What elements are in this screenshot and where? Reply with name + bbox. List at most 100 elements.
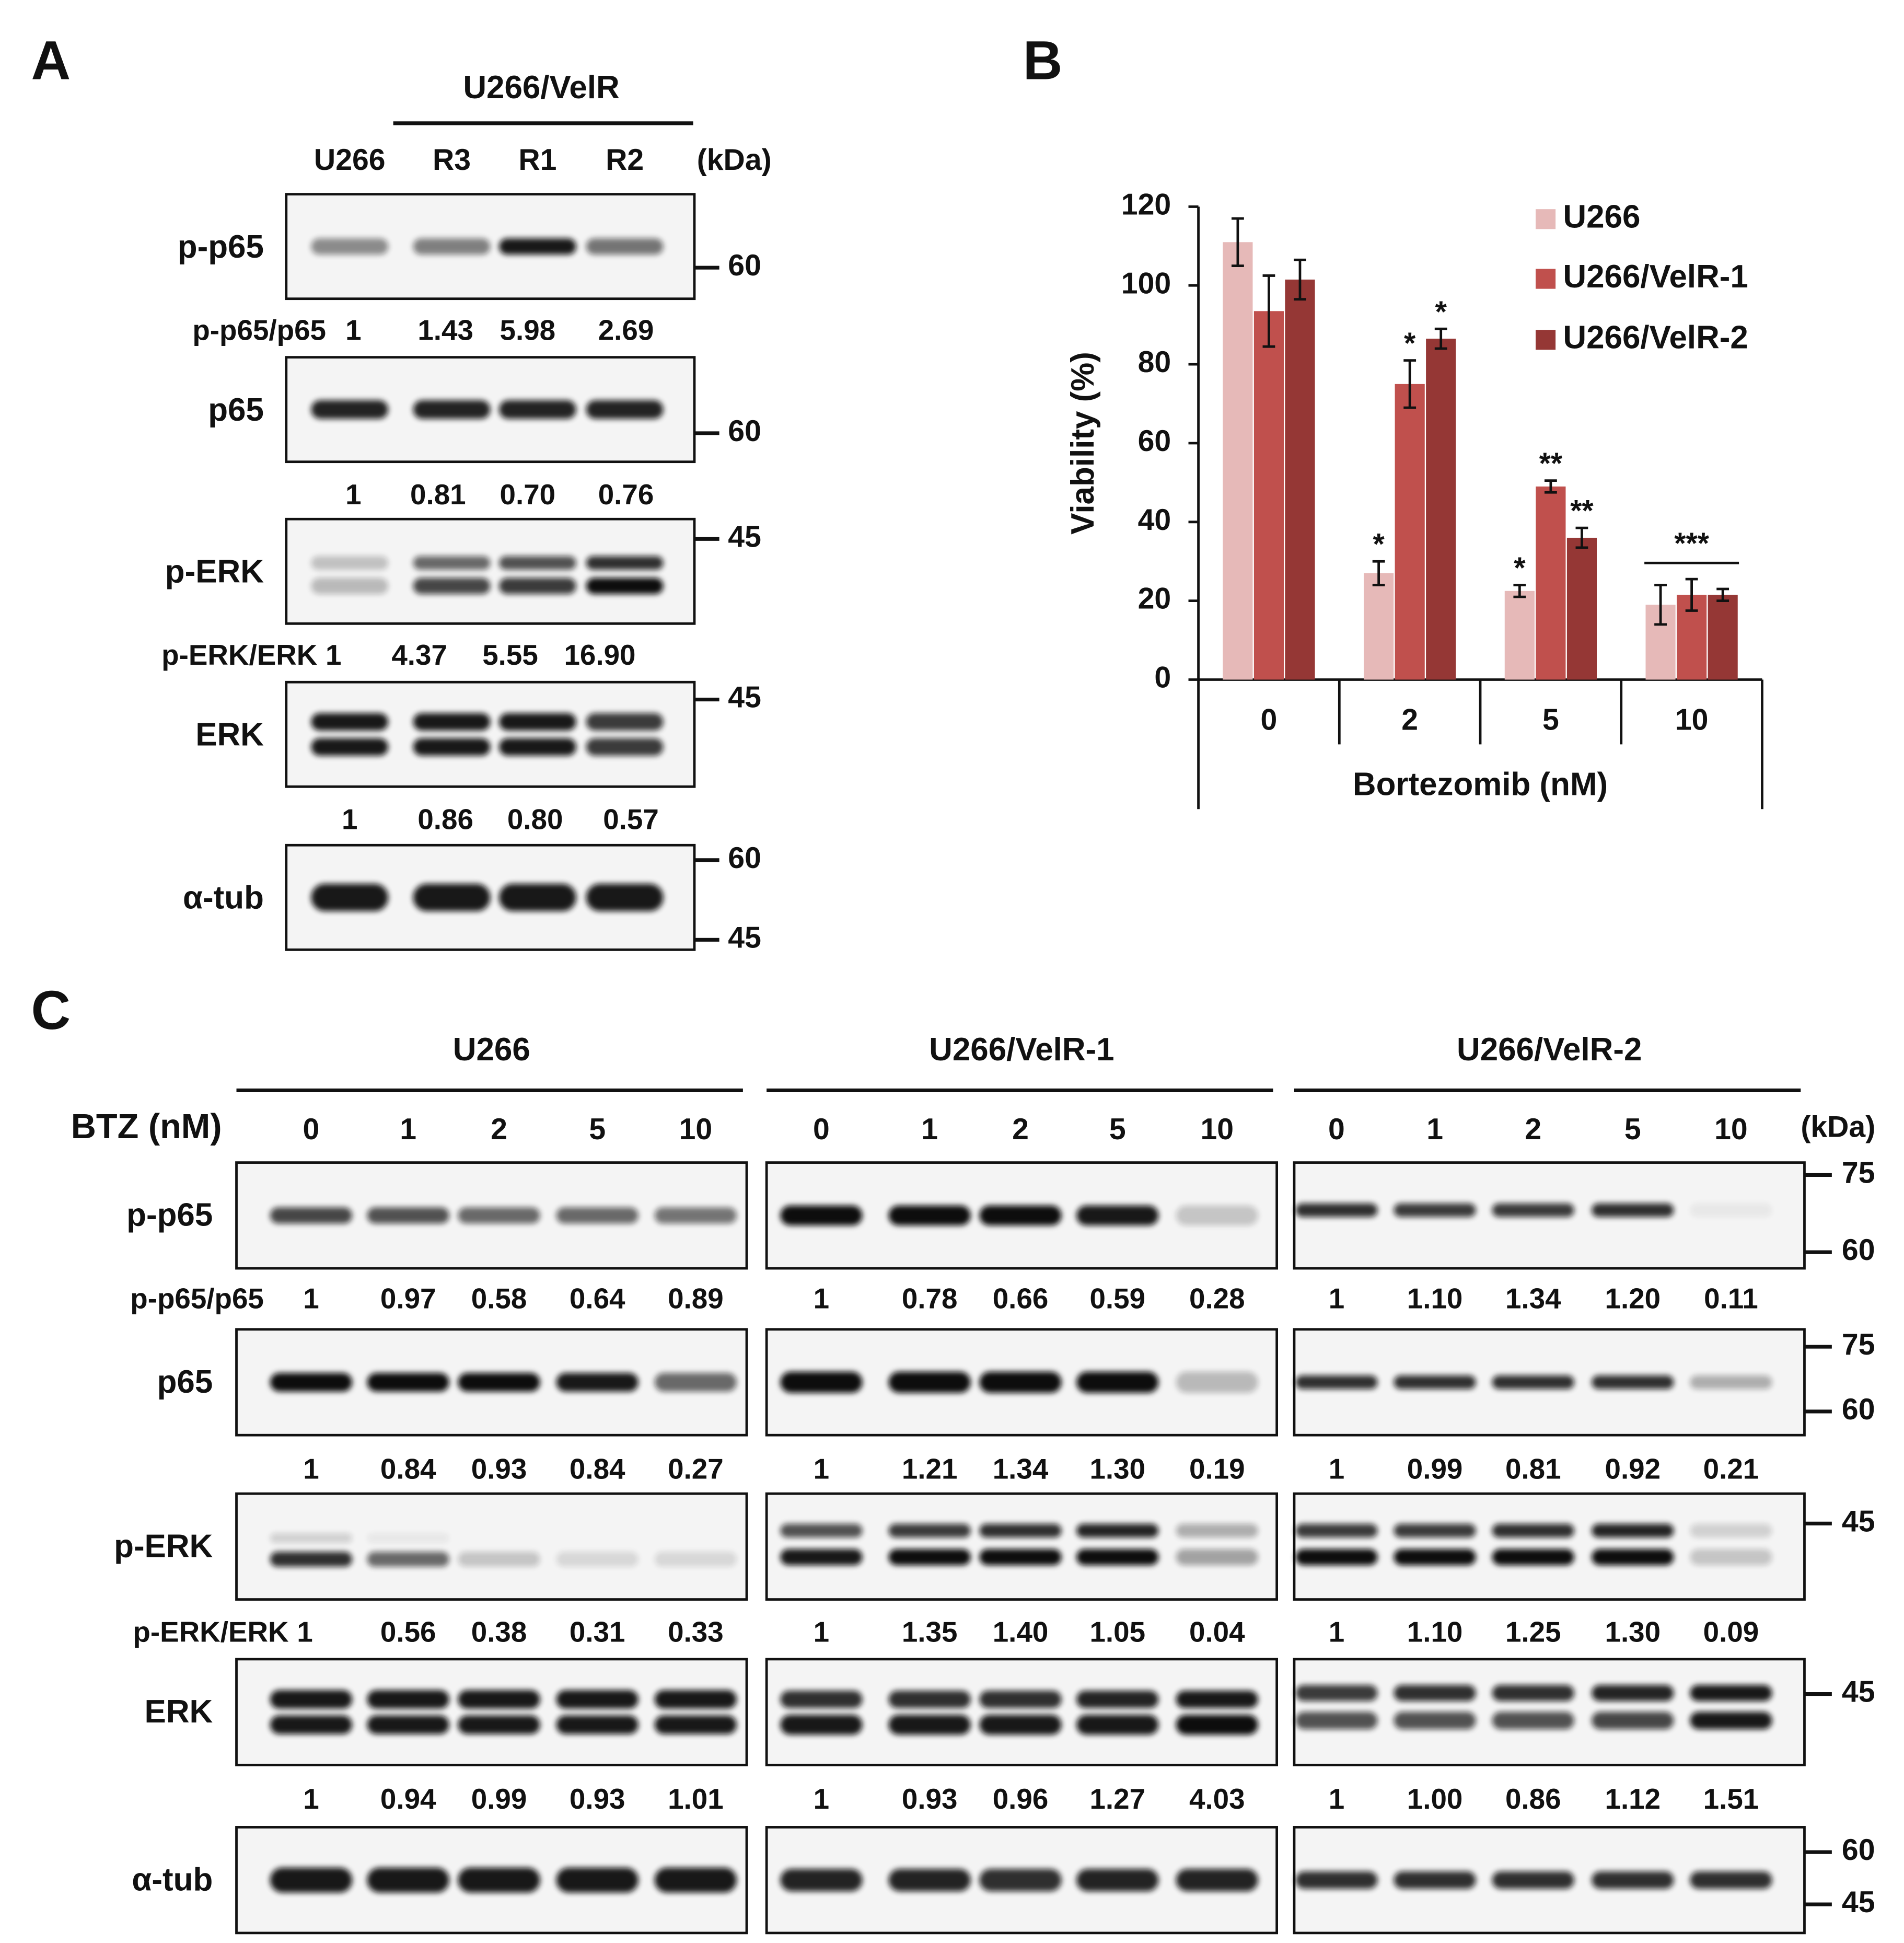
blot-band (1295, 1375, 1378, 1390)
blot-band (458, 1690, 540, 1709)
significance-mark: * (1514, 551, 1526, 585)
error-bar (1372, 560, 1385, 586)
blot-band (413, 738, 491, 756)
blot-band (1690, 1549, 1772, 1566)
blot-band (1076, 1205, 1159, 1225)
quant-value: 1.20 (1605, 1282, 1661, 1314)
blot-band (1492, 1549, 1574, 1566)
blot-band (413, 238, 491, 255)
panel-label: C (31, 980, 71, 1041)
quant-value: 0.86 (417, 803, 473, 835)
quant-value: 0.78 (902, 1282, 958, 1314)
blot-band (780, 1205, 863, 1225)
blot-band (1295, 1523, 1378, 1538)
quant-value: 5.98 (500, 314, 556, 346)
blot-band (1295, 1685, 1378, 1702)
y-tick-label: 20 (1138, 582, 1171, 616)
y-tick-label: 80 (1138, 345, 1171, 379)
blot-band (979, 1371, 1062, 1393)
bar (1504, 591, 1535, 680)
quant-value: 1 (303, 1783, 319, 1815)
blot-band (311, 738, 389, 756)
lane-label: 5 (589, 1113, 606, 1146)
bar (1395, 384, 1425, 680)
blot-band (458, 1867, 540, 1893)
quant-value: 0.94 (380, 1783, 436, 1815)
quant-value: 0.84 (570, 1453, 625, 1485)
quant-value: 0.86 (1505, 1783, 1561, 1815)
blot-label: p-p65 (178, 229, 264, 265)
marker-label: 45 (1842, 1675, 1875, 1709)
blot-band (1176, 1715, 1258, 1735)
marker-label: 60 (1842, 1233, 1875, 1267)
blot-band (1592, 1375, 1674, 1390)
blot-band (1295, 1711, 1378, 1729)
blot-band (1176, 1523, 1258, 1538)
blot-frame (235, 1658, 748, 1766)
lane-label: 1 (921, 1113, 938, 1146)
quant-value: 1.10 (1407, 1282, 1463, 1314)
blot-band (1592, 1549, 1674, 1566)
blot-band (367, 1552, 449, 1567)
blot-band (556, 1867, 638, 1893)
quant-value: 0.81 (1505, 1453, 1561, 1485)
blot-band (654, 1715, 737, 1734)
blot-band (1176, 1691, 1258, 1708)
marker-label: 45 (728, 921, 761, 954)
lane-label: 10 (1201, 1113, 1234, 1146)
blot-band (458, 1715, 540, 1734)
condition-label: BTZ (nM) (71, 1107, 222, 1146)
blot-band (1492, 1203, 1574, 1217)
significance-mark: * (1404, 327, 1416, 360)
blot-band (499, 556, 576, 570)
blot-band (1592, 1711, 1674, 1729)
y-axis-label: Viability (%) (1065, 352, 1101, 535)
error-bar (1544, 479, 1557, 494)
quant-value: 0.64 (570, 1282, 625, 1314)
quant-value: 1 (345, 314, 361, 346)
lane-label: 0 (303, 1113, 320, 1146)
bar (1364, 573, 1394, 680)
blot-band (1176, 1371, 1258, 1393)
blot-band (311, 400, 389, 419)
blot-frame (765, 1492, 1279, 1601)
blot-band (1394, 1685, 1476, 1702)
blot-band (888, 1523, 971, 1538)
blot-band (654, 1373, 737, 1392)
significance-mark: *** (1674, 527, 1709, 560)
blot-band (1492, 1523, 1574, 1538)
blot-band (499, 238, 576, 255)
bar (1536, 486, 1566, 680)
blot-band (979, 1205, 1062, 1225)
blot-band (311, 238, 389, 255)
blot-band (888, 1205, 971, 1225)
quant-value: 0.57 (603, 803, 659, 835)
blot-band (1076, 1549, 1159, 1566)
quant-value: 0.76 (598, 478, 654, 511)
error-bar (1262, 274, 1275, 348)
blot-band (311, 884, 389, 911)
blot-band (1592, 1685, 1674, 1702)
blot-band (413, 713, 491, 731)
quant-value: 0.21 (1703, 1453, 1759, 1485)
quant-value: 1.34 (993, 1453, 1049, 1485)
blot-frame (765, 1658, 1279, 1766)
group-label: U266/VelR-2 (1457, 1032, 1642, 1068)
quant-value: 0.99 (471, 1783, 527, 1815)
blot-band (556, 1552, 638, 1567)
x-tick-label: 5 (1542, 703, 1559, 737)
quant-value: 1.43 (417, 314, 473, 346)
quant-value: 1.35 (902, 1616, 958, 1648)
blot-band (1394, 1711, 1476, 1729)
quant-value: 1 (814, 1616, 829, 1648)
marker-label: 75 (1842, 1328, 1875, 1361)
panel-label: B (1023, 30, 1063, 91)
marker-label: 60 (728, 249, 761, 282)
blot-band (413, 577, 491, 594)
significance-mark: ** (1570, 494, 1594, 528)
blot-band (888, 1869, 971, 1892)
quant-value: 16.90 (564, 639, 635, 671)
blot-band (311, 713, 389, 731)
legend-swatch (1536, 269, 1556, 289)
blot-band (888, 1371, 971, 1393)
